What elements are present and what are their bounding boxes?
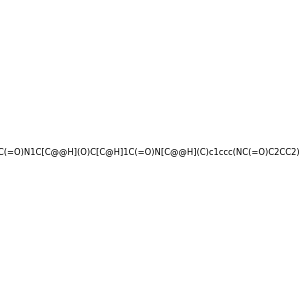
Text: CC(=O)N1C[C@@H](O)C[C@H]1C(=O)N[C@@H](C)c1ccc(NC(=O)C2CC2)cc1: CC(=O)N1C[C@@H](O)C[C@H]1C(=O)N[C@@H](C)… (0, 147, 300, 156)
